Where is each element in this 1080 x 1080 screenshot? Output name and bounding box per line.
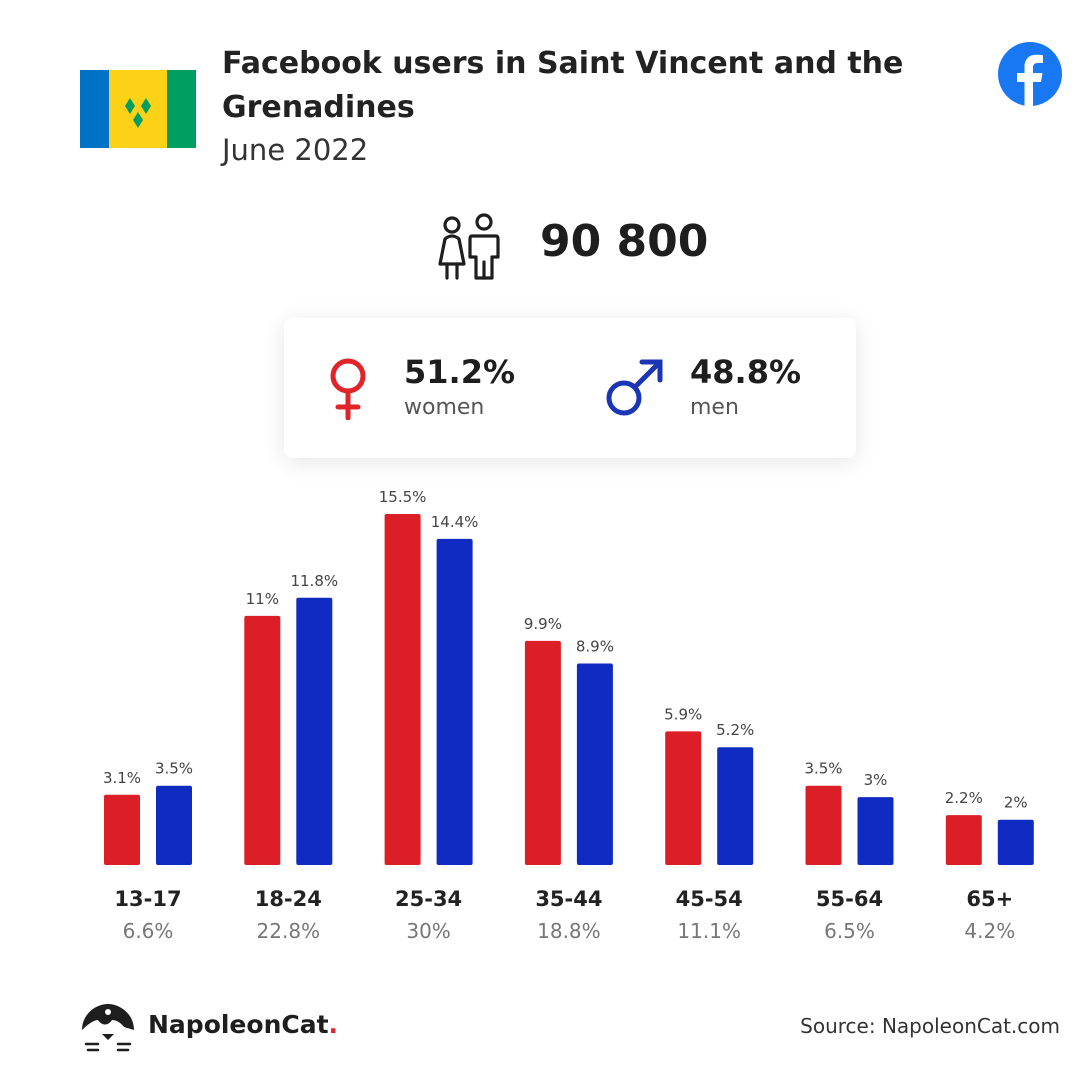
- men-bar-25-34: [436, 538, 473, 865]
- women-bar-25-34: [384, 514, 421, 865]
- men-bar-value-35-44: 8.9%: [576, 637, 614, 655]
- men-bar-45-54: [717, 747, 754, 865]
- women-bar-value-18-24: 11%: [246, 590, 279, 608]
- women-bar-value-13-17: 3.1%: [103, 769, 141, 787]
- brand-name-text: NapoleonCat: [148, 1010, 329, 1039]
- age-group-total-55-64: 6.5%: [824, 919, 875, 943]
- age-group-total-18-24: 22.8%: [257, 919, 321, 943]
- men-label: men: [690, 395, 739, 420]
- total-users-value: 90 800: [540, 216, 709, 267]
- men-bar-value-65+: 2%: [1004, 794, 1028, 812]
- men-bar-value-13-17: 3.5%: [155, 760, 193, 778]
- page-title: Facebook users in Saint Vincent and the …: [222, 46, 904, 125]
- brand-name: NapoleonCat.: [148, 1008, 338, 1042]
- men-bar-value-55-64: 3%: [864, 771, 888, 789]
- women-bar-value-25-34: 15.5%: [379, 488, 427, 506]
- women-bar-35-44: [524, 640, 561, 865]
- age-group-label-25-34: 25-34: [395, 887, 462, 911]
- source-text: Source: NapoleonCat.com: [800, 1014, 1060, 1038]
- page-subtitle: June 2022: [222, 133, 369, 167]
- age-group-total-35-44: 18.8%: [537, 919, 601, 943]
- age-gender-bar-chart: 3.1% 3.5% 13-17 6.6% 11% 11.8% 18-24 22.8% 15.5%…: [103, 488, 1034, 943]
- female-symbol-icon: [330, 358, 366, 420]
- age-group-label-45-54: 45-54: [676, 887, 743, 911]
- men-bar-35-44: [576, 663, 613, 865]
- age-group-label-18-24: 18-24: [255, 887, 322, 911]
- users-icon: [438, 213, 500, 280]
- men-bar-65+: [997, 819, 1034, 865]
- age-group-total-65+: 4.2%: [964, 919, 1015, 943]
- women-bar-value-65+: 2.2%: [945, 789, 983, 807]
- men-percent: 48.8%: [690, 353, 802, 391]
- men-bar-55-64: [857, 797, 894, 865]
- napoleoncat-logo: [82, 1004, 134, 1052]
- brand-dot: .: [328, 1010, 339, 1039]
- gender-breakdown-card: 51.2% women 48.8% men: [284, 318, 856, 458]
- facebook-icon: [998, 42, 1062, 106]
- men-bar-value-18-24: 11.8%: [290, 572, 338, 590]
- women-bar-45-54: [665, 731, 702, 865]
- women-label: women: [404, 395, 485, 420]
- age-group-total-13-17: 6.6%: [123, 919, 174, 943]
- age-group-total-45-54: 11.1%: [677, 919, 741, 943]
- women-bar-value-45-54: 5.9%: [664, 705, 702, 723]
- women-bar-13-17: [104, 794, 140, 865]
- men-bar-13-17: [156, 785, 192, 865]
- men-bar-18-24: [296, 597, 333, 865]
- male-symbol-icon: [606, 359, 663, 416]
- women-bar-18-24: [244, 615, 281, 865]
- age-group-label-55-64: 55-64: [816, 887, 883, 911]
- age-group-total-25-34: 30%: [406, 919, 450, 943]
- women-bar-65+: [945, 815, 982, 865]
- age-group-label-13-17: 13-17: [114, 887, 181, 911]
- men-bar-value-45-54: 5.2%: [716, 721, 754, 739]
- men-bar-value-25-34: 14.4%: [431, 513, 479, 531]
- country-flag: [80, 70, 196, 148]
- women-bar-55-64: [805, 785, 842, 865]
- age-group-label-35-44: 35-44: [535, 887, 602, 911]
- age-group-label-65+: 65+: [966, 887, 1013, 911]
- women-bar-value-35-44: 9.9%: [524, 615, 562, 633]
- women-percent: 51.2%: [404, 353, 516, 391]
- women-bar-value-55-64: 3.5%: [804, 760, 842, 778]
